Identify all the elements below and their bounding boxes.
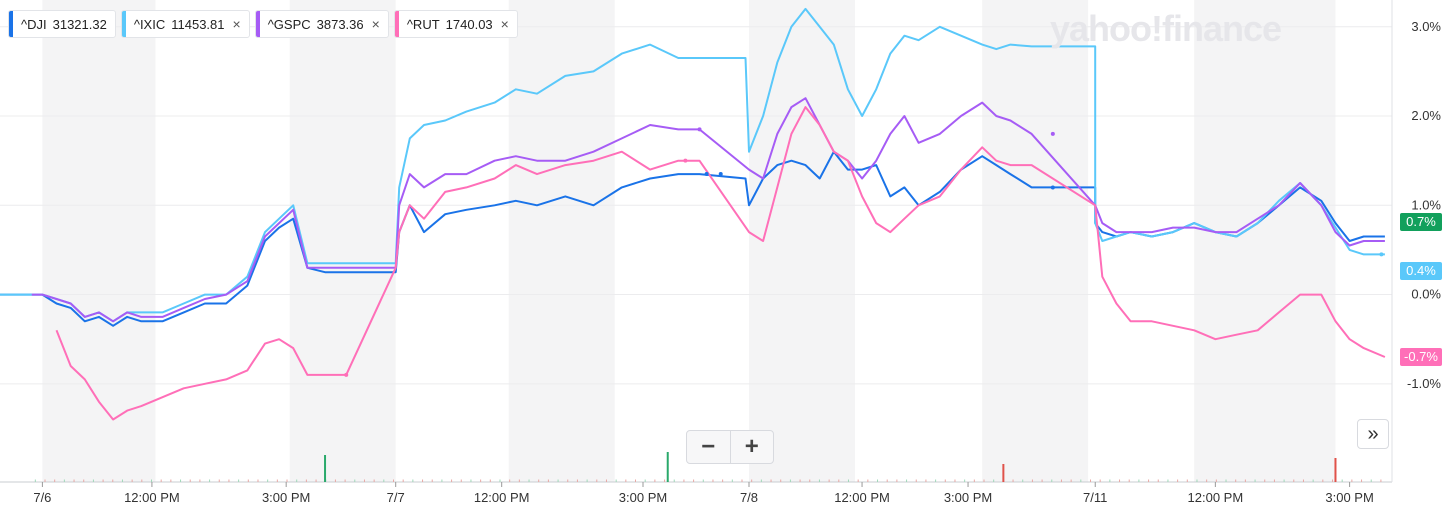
x-tick-label: 12:00 PM <box>124 490 180 505</box>
expand-chevron-icon[interactable]: » <box>1357 419 1389 449</box>
legend-value: 3873.36 <box>316 16 364 32</box>
volume-bar <box>666 452 669 482</box>
zoom-out-button[interactable]: − <box>687 431 731 463</box>
series-dot <box>704 172 709 177</box>
session-band <box>748 0 855 482</box>
x-axis-labels: 7/6 12:00 PM 3:00 PM 7/7 12:00 PM 3:00 PM 7/8 1… <box>33 482 1374 505</box>
series-dot <box>1050 131 1055 136</box>
session-band <box>1194 0 1336 482</box>
series-dot <box>1050 185 1055 190</box>
volume-bars <box>34 452 1382 482</box>
legend-chip-rut[interactable]: ^RUT 1740.03 × <box>393 10 518 38</box>
x-tick-label: 3:00 PM <box>619 490 667 505</box>
series-line-rut <box>55 106 1386 421</box>
series-line-ixic <box>0 7 1385 323</box>
swatch-gspc <box>255 11 260 37</box>
swatch-rut <box>394 11 399 37</box>
volume-bar <box>1002 464 1005 482</box>
legend-value: 11453.81 <box>171 16 225 32</box>
legend-value: 1740.03 <box>445 16 493 32</box>
series-line-dji <box>0 150 1385 327</box>
legend-value: 31321.32 <box>52 16 107 32</box>
gridlines <box>0 0 1393 483</box>
legend-symbol: ^IXIC <box>133 16 166 32</box>
legend-symbol: ^GSPC <box>267 16 311 32</box>
session-band <box>289 0 396 482</box>
series-dot <box>683 158 688 163</box>
x-tick-label: 7/7 <box>387 490 405 505</box>
y-axis-labels: 3.0% 2.0% 1.0% 0.0% -1.0% <box>1407 19 1441 391</box>
series-dot <box>1379 252 1384 257</box>
close-icon[interactable]: × <box>371 16 380 32</box>
legend: ^DJI 31321.32 ^IXIC 11453.81 × ^GSPC 387… <box>8 10 518 38</box>
x-tick-label: 3:00 PM <box>1325 490 1373 505</box>
session-bands <box>42 0 1336 482</box>
y-tick-label: -1.0% <box>1407 376 1441 391</box>
y-tick-label: 1.0% <box>1411 197 1441 212</box>
last-value-badge: 0.4% <box>1400 261 1442 280</box>
session-band <box>508 0 615 482</box>
x-tick-label: 3:00 PM <box>944 490 992 505</box>
yahoo-finance-logo: yahoo!finance <box>1050 8 1282 49</box>
x-tick-label: 7/6 <box>33 490 51 505</box>
swatch-dji <box>9 11 13 37</box>
volume-bar <box>324 455 327 482</box>
last-value-badge: 0.7% <box>1400 213 1442 232</box>
close-icon[interactable]: × <box>232 16 241 32</box>
close-icon[interactable]: × <box>500 16 509 32</box>
last-value-badge: -0.7% <box>1400 348 1442 367</box>
legend-chip-dji[interactable]: ^DJI 31321.32 <box>8 10 116 38</box>
legend-chip-gspc[interactable]: ^GSPC 3873.36 × <box>254 10 389 38</box>
x-tick-label: 7/8 <box>740 490 758 505</box>
session-band <box>42 0 156 482</box>
zoom-in-button[interactable]: + <box>744 433 759 460</box>
session-band <box>982 0 1089 482</box>
legend-chip-ixic[interactable]: ^IXIC 11453.81 × <box>120 10 250 38</box>
series-dot <box>697 127 702 132</box>
series-line-gspc <box>31 97 1385 323</box>
series-dot <box>344 372 349 377</box>
y-tick-label: 0.0% <box>1411 287 1441 302</box>
x-tick-label: 12:00 PM <box>834 490 890 505</box>
x-tick-label: 12:00 PM <box>474 490 530 505</box>
series-lines <box>0 7 1386 421</box>
series-dots <box>344 127 1384 377</box>
legend-symbol: ^RUT <box>406 16 440 32</box>
legend-symbol: ^DJI <box>21 16 47 32</box>
swatch-ixic <box>121 11 126 37</box>
x-tick-label: 12:00 PM <box>1188 490 1244 505</box>
y-tick-label: 2.0% <box>1411 108 1441 123</box>
series-dot <box>718 172 723 177</box>
volume-bar <box>1334 458 1337 482</box>
zoom-controls: − + <box>686 430 774 464</box>
y-tick-label: 3.0% <box>1411 19 1441 34</box>
x-tick-label: 3:00 PM <box>262 490 310 505</box>
x-tick-label: 7/11 <box>1083 490 1107 505</box>
